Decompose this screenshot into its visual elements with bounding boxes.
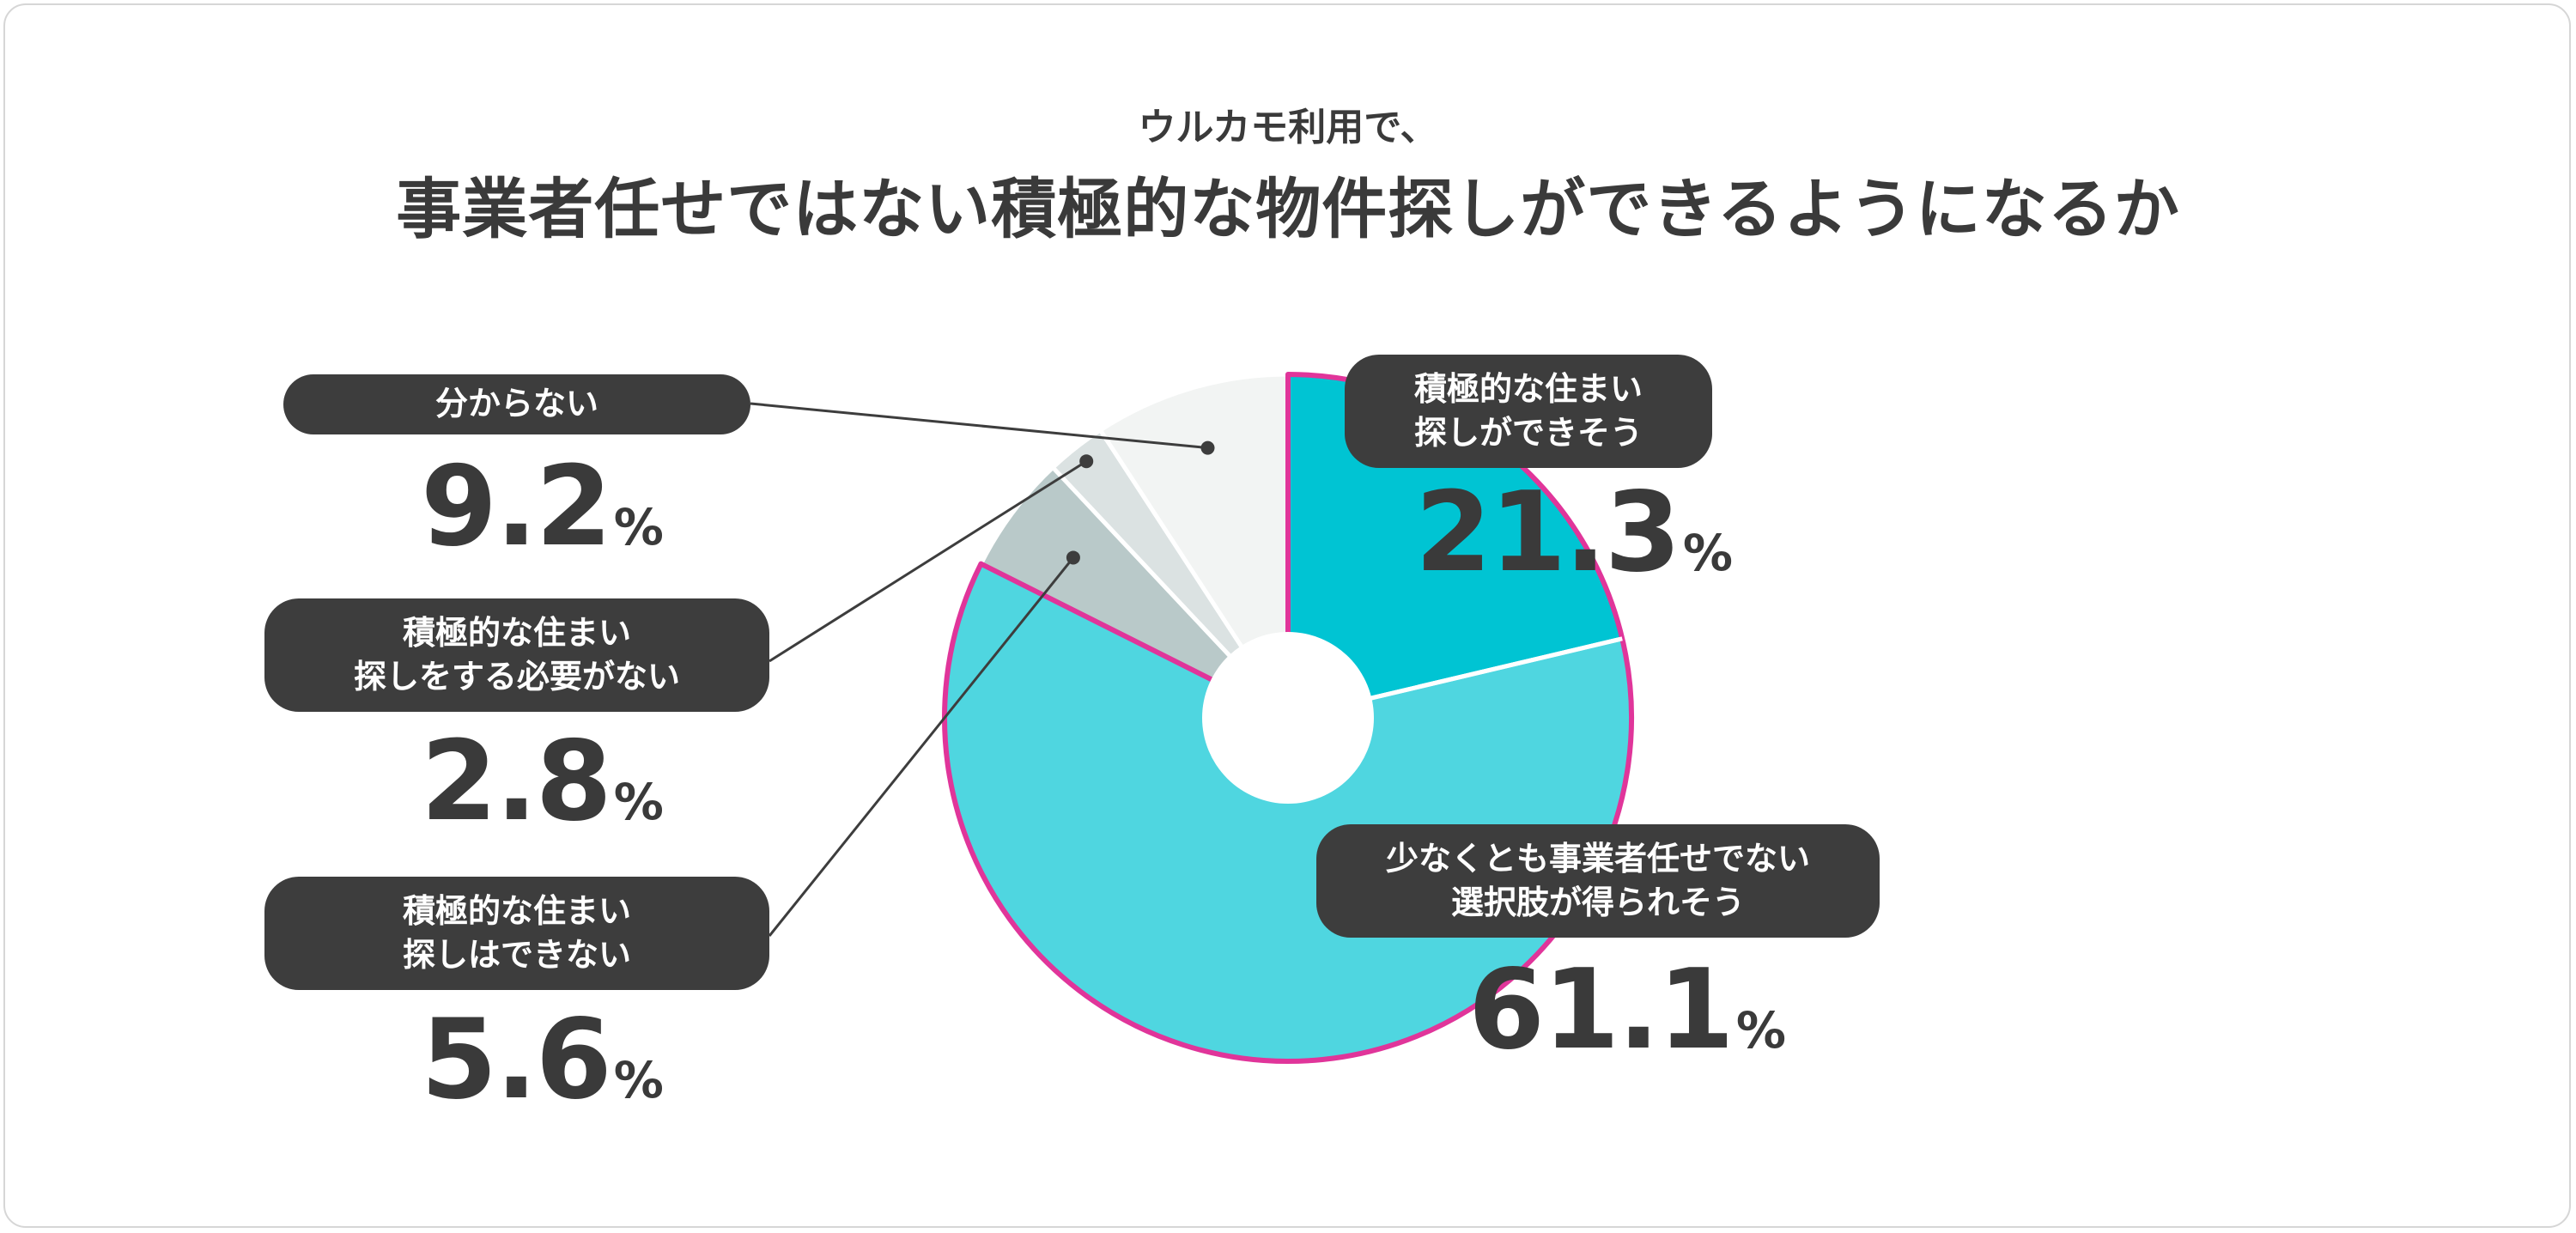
- chart-title: 事業者任せではない積極的な物件探しができるようになるか: [396, 171, 2180, 247]
- slice-label-unknown: 分からない: [283, 374, 750, 434]
- highlight-outline: [942, 372, 1634, 1064]
- leader-dot-2: [1066, 550, 1080, 565]
- slice-divider: [1370, 636, 1623, 701]
- slice-value-options: 61.1%: [1468, 946, 1786, 1074]
- leader-line-2: [768, 556, 1075, 937]
- donut-hole: [1202, 632, 1374, 804]
- leader-dot-4: [1200, 440, 1215, 455]
- leader-dot-3: [1079, 454, 1094, 469]
- slice-value-unknown: 9.2%: [421, 443, 664, 571]
- slice-label-options: 少なくとも事業者任せでない 選択肢が得られそう: [1316, 824, 1880, 938]
- slice-label-no-need: 積極的な住まい 探しをする必要がない: [264, 598, 769, 712]
- slice-value-active-search: 21.3%: [1415, 469, 1733, 597]
- pie-slice-4: [1097, 372, 1291, 726]
- leader-line-3: [769, 459, 1088, 663]
- slice-label-active-search: 積極的な住まい 探しができそう: [1345, 355, 1712, 468]
- slice-label-cannot: 積極的な住まい 探しはできない: [264, 877, 769, 990]
- leader-line-4: [750, 402, 1208, 450]
- slice-value-no-need: 2.8%: [421, 718, 664, 846]
- chart-subtitle: ウルカモ利用で、: [1138, 106, 1438, 149]
- slice-value-cannot: 5.6%: [421, 996, 664, 1124]
